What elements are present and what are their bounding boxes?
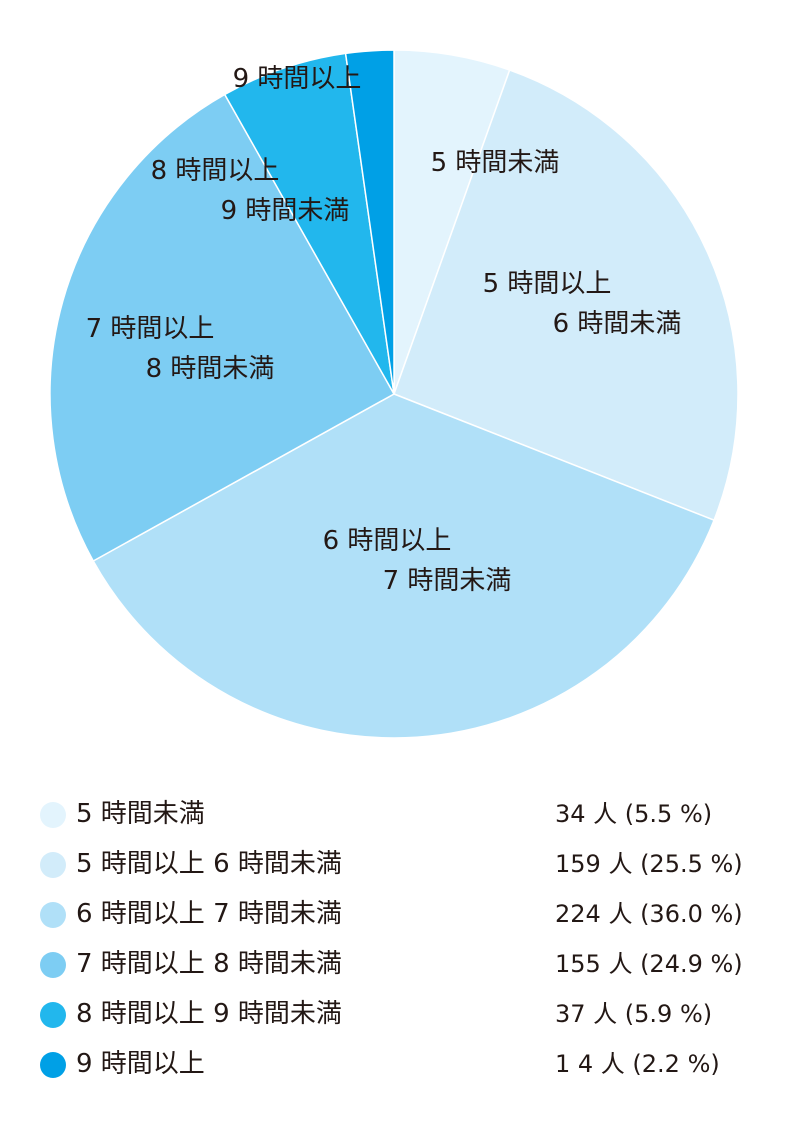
slice-label-line: 9 時間未満 — [221, 196, 350, 226]
slice-label-line: 6 時間未満 — [553, 309, 682, 339]
slice-label: 5 時間以上 6 時間未満 — [483, 269, 682, 339]
legend-dot-icon — [40, 1002, 66, 1028]
legend-row: 7 時間以上 8 時間未満 155 人 (24.9 %) — [40, 944, 760, 994]
pie-chart: 5 時間未満 5 時間以上 6 時間未満 6 時間以上 7 時間未満 7 時間以上 8 時間… — [49, 49, 739, 739]
pie-slice — [393, 69, 739, 522]
slice-label-line: 7 時間未満 — [383, 566, 512, 596]
slice-label-line: 5 時間未満 — [431, 148, 560, 178]
slice-label: 7 時間以上 8 時間未満 — [86, 314, 275, 384]
slice-label-line: 5 時間以上 — [483, 269, 612, 299]
legend-row: 8 時間以上 9 時間未満 37 人 (5.9 %) — [40, 994, 760, 1044]
pie-slice — [92, 393, 715, 739]
slice-label: 5 時間未満 — [431, 148, 560, 178]
legend-dot-icon — [40, 902, 66, 928]
legend: 5 時間未満 34 人 (5.5 %) 5 時間以上 6 時間未満 159 人 … — [40, 794, 760, 1094]
legend-row: 9 時間以上 1 4 人 (2.2 %) — [40, 1044, 760, 1094]
slice-label-line: 7 時間以上 — [86, 314, 215, 344]
legend-dot-icon — [40, 952, 66, 978]
legend-row: 5 時間以上 6 時間未満 159 人 (25.5 %) — [40, 844, 760, 894]
slice-label-line: 8 時間未満 — [146, 354, 275, 384]
legend-value: 159 人 (25.5 %) — [555, 850, 743, 878]
legend-label: 5 時間以上 6 時間未満 — [76, 849, 342, 879]
legend-label: 9 時間以上 — [76, 1049, 205, 1079]
slice-label-line: 8 時間以上 — [151, 156, 280, 186]
legend-row: 6 時間以上 7 時間未満 224 人 (36.0 %) — [40, 894, 760, 944]
legend-value: 34 人 (5.5 %) — [555, 800, 713, 828]
legend-dot-icon — [40, 802, 66, 828]
legend-label: 5 時間未満 — [76, 799, 205, 829]
slice-label-line: 6 時間以上 — [323, 526, 452, 556]
legend-value: 37 人 (5.9 %) — [555, 1000, 713, 1028]
pie-slice — [223, 52, 395, 395]
legend-row: 5 時間未満 34 人 (5.5 %) — [40, 794, 760, 844]
legend-label: 8 時間以上 9 時間未満 — [76, 999, 342, 1029]
pie-svg: 5 時間未満 5 時間以上 6 時間未満 6 時間以上 7 時間未満 7 時間以上 8 時間… — [49, 49, 739, 739]
pie-slice — [344, 49, 395, 395]
pie-slice — [49, 93, 396, 562]
legend-label: 7 時間以上 8 時間未満 — [76, 949, 342, 979]
legend-value: 155 人 (24.9 %) — [555, 950, 743, 978]
legend-dot-icon — [40, 852, 66, 878]
legend-value: 1 4 人 (2.2 %) — [555, 1050, 720, 1078]
slice-label: 9 時間以上 — [233, 64, 362, 94]
legend-value: 224 人 (36.0 %) — [555, 900, 743, 928]
slice-label: 8 時間以上 9 時間未満 — [151, 156, 350, 226]
legend-label: 6 時間以上 7 時間未満 — [76, 899, 342, 929]
legend-dot-icon — [40, 1052, 66, 1078]
slice-label-line: 9 時間以上 — [233, 64, 362, 94]
slice-label: 6 時間以上 7 時間未満 — [323, 526, 512, 596]
